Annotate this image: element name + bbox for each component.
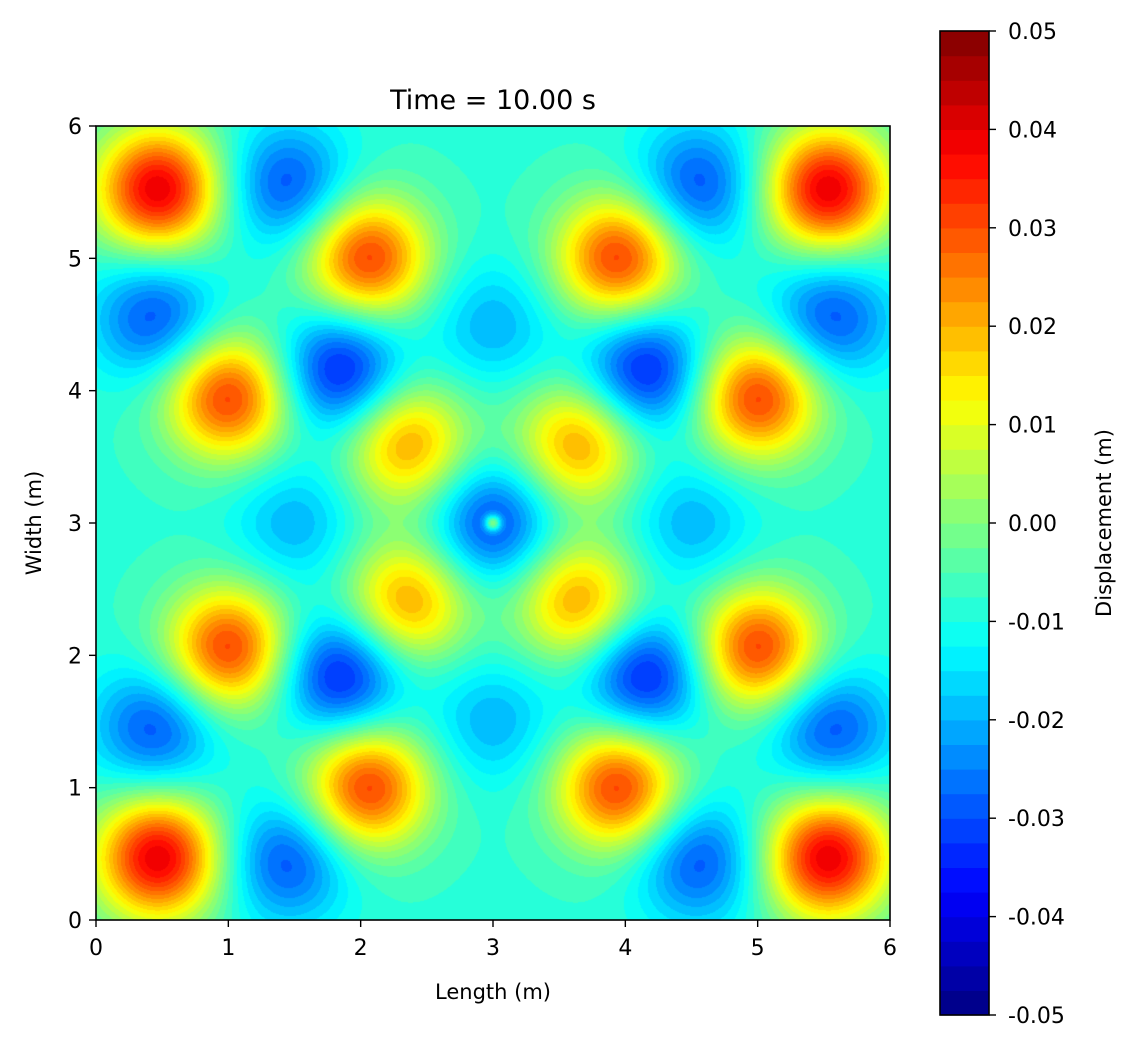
colorbar-band [940,547,989,573]
contour-field [96,126,890,920]
colorbar-tick-label: -0.04 [1008,906,1065,931]
colorbar-band [940,842,989,868]
colorbar-band [940,449,989,475]
colorbar-band [940,892,989,918]
colorbar-band [940,867,989,893]
colorbar-bands [940,31,989,1016]
colorbar-band [940,252,989,278]
colorbar-band [940,941,989,967]
colorbar: -0.05 -0.04 -0.03 -0.02 -0.01 0.00 0.01 0.02 0.0… [939,20,1116,1029]
chart-title: Time = 10.00 s [389,85,596,116]
y-tick-label: 2 [68,644,82,669]
colorbar-band [940,572,989,598]
colorbar-tick-label: 0.03 [1008,217,1057,242]
colorbar-band [940,80,989,106]
x-tick-label: 0 [89,936,103,961]
colorbar-band [940,178,989,204]
colorbar-band [940,400,989,426]
colorbar-band [940,301,989,327]
colorbar-band [940,31,989,57]
colorbar-tick-label: 0.04 [1008,118,1057,143]
y-tick-label: 4 [68,380,82,405]
colorbar-tick-label: 0.00 [1008,512,1057,537]
y-axis-label: Width (m) [22,471,46,576]
colorbar-band [940,916,989,942]
colorbar-band [940,769,989,795]
x-axis-label: Length (m) [435,980,551,1004]
colorbar-band [940,670,989,696]
colorbar-ticks: -0.05 -0.04 -0.03 -0.02 -0.01 0.00 0.01 0.02 0.0… [989,20,1065,1029]
x-tick-label: 2 [354,936,368,961]
colorbar-band [940,744,989,770]
colorbar-tick-label: 0.01 [1008,414,1057,439]
x-axis: 0 1 2 3 4 5 6 [89,920,897,961]
colorbar-band [940,965,989,991]
colorbar-band [940,104,989,130]
colorbar-band [940,154,989,180]
colorbar-band [940,719,989,745]
colorbar-band [940,646,989,672]
colorbar-tick-label: -0.01 [1008,610,1065,635]
colorbar-band [940,350,989,376]
x-tick-label: 4 [618,936,632,961]
y-tick-label: 6 [68,115,82,140]
x-tick-label: 5 [751,936,765,961]
x-tick-label: 6 [883,936,897,961]
colorbar-band [940,990,989,1016]
colorbar-band [940,818,989,844]
y-tick-label: 3 [68,512,82,537]
colorbar-tick-label: 0.02 [1008,315,1057,340]
colorbar-label: Displacement (m) [1092,429,1116,617]
x-tick-label: 1 [221,936,235,961]
colorbar-band [940,498,989,524]
colorbar-tick-label: -0.02 [1008,709,1065,734]
colorbar-band [940,596,989,622]
colorbar-tick-label: -0.05 [1008,1004,1065,1029]
y-tick-label: 1 [68,777,82,802]
colorbar-band [940,326,989,352]
colorbar-tick-label: -0.03 [1008,807,1065,832]
x-tick-label: 3 [486,936,500,961]
y-tick-label: 0 [68,909,82,934]
colorbar-band [940,523,989,549]
colorbar-band [940,277,989,303]
colorbar-band [940,621,989,647]
colorbar-band [940,375,989,401]
y-tick-label: 5 [68,247,82,272]
colorbar-band [940,55,989,81]
colorbar-tick-label: 0.05 [1008,20,1057,45]
colorbar-band [940,793,989,819]
colorbar-band [940,424,989,450]
plot-area [95,125,891,921]
colorbar-band [940,473,989,499]
colorbar-band [940,695,989,721]
y-axis: 0 1 2 3 4 5 6 [68,115,96,934]
colorbar-band [940,227,989,253]
colorbar-band [940,129,989,155]
colorbar-band [940,203,989,229]
